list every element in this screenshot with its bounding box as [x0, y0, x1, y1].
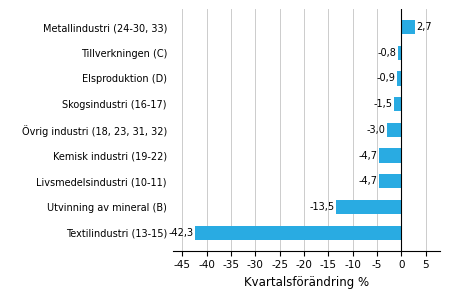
- Bar: [394, 97, 401, 111]
- Bar: [401, 20, 415, 34]
- Bar: [195, 226, 401, 240]
- Bar: [379, 149, 401, 162]
- Text: -0,9: -0,9: [377, 73, 395, 83]
- Text: -4,7: -4,7: [358, 151, 377, 161]
- Text: -13,5: -13,5: [309, 202, 334, 212]
- Text: 2,7: 2,7: [416, 22, 432, 32]
- Text: -3,0: -3,0: [366, 125, 385, 135]
- Text: -42,3: -42,3: [169, 228, 194, 238]
- Text: -1,5: -1,5: [374, 99, 393, 109]
- Bar: [336, 200, 401, 214]
- X-axis label: Kvartalsförändring %: Kvartalsförändring %: [244, 276, 369, 289]
- Bar: [398, 46, 401, 60]
- Text: -0,8: -0,8: [377, 48, 396, 58]
- Bar: [397, 71, 401, 85]
- Bar: [379, 174, 401, 188]
- Bar: [387, 123, 401, 137]
- Text: -4,7: -4,7: [358, 176, 377, 186]
